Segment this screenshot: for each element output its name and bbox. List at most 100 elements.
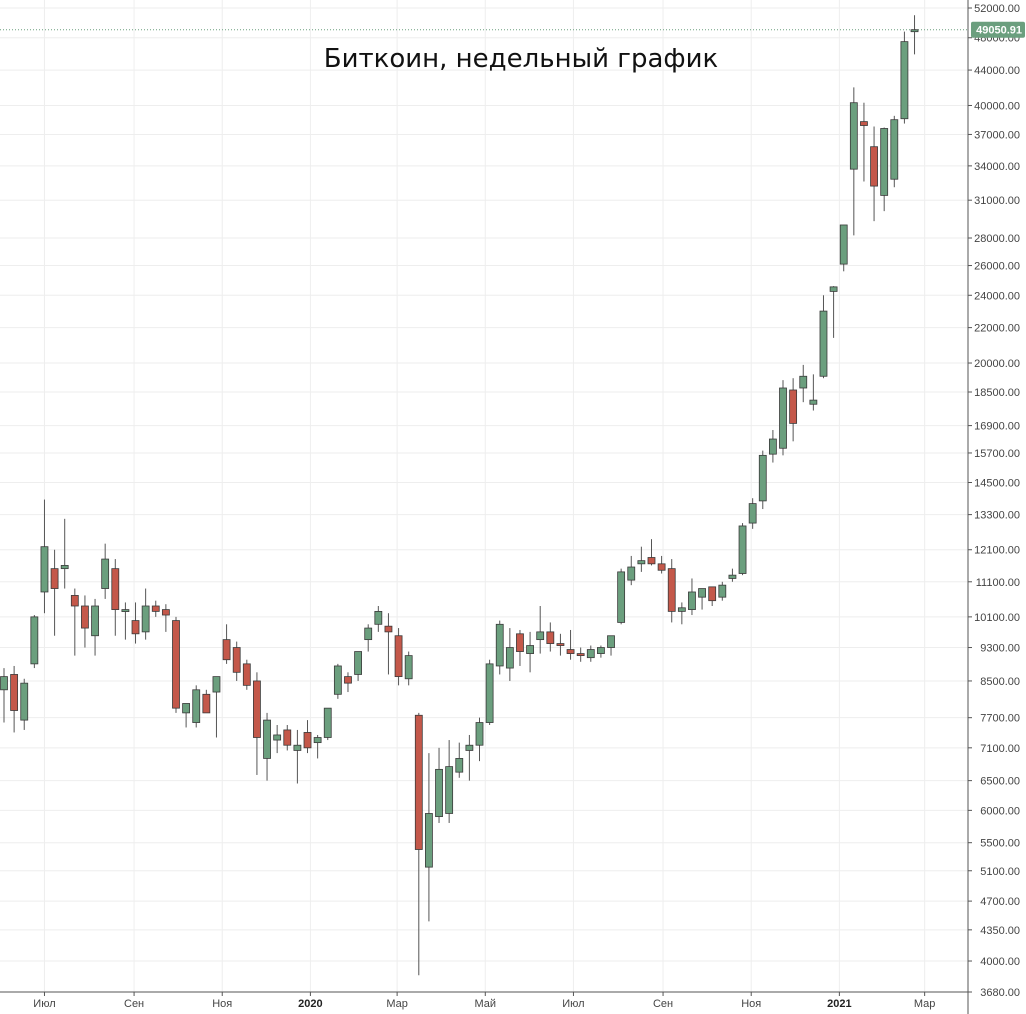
candle-down	[131, 602, 140, 644]
y-tick-label: 3680.00	[980, 987, 1020, 999]
candle-body	[121, 609, 130, 612]
candle-body	[404, 655, 413, 680]
candle-body	[586, 649, 595, 659]
candle-up	[425, 753, 433, 922]
y-tick-label: 4350.00	[980, 925, 1020, 937]
y-tick-label: 26000.00	[974, 261, 1020, 273]
candle-up	[313, 734, 322, 759]
candle-body	[323, 707, 332, 738]
candle-body	[627, 566, 636, 581]
candle-up	[40, 499, 49, 614]
y-tick-label: 20000.00	[974, 358, 1020, 370]
last-price-tag-box	[971, 21, 1025, 38]
candle-body	[0, 676, 8, 691]
candle-body	[60, 565, 69, 570]
y-tick-label: 24000.00	[974, 290, 1020, 302]
candle-up	[485, 659, 494, 725]
candle-up	[688, 578, 696, 616]
candle-body	[647, 557, 656, 565]
y-tick-label: 16900.00	[974, 421, 1020, 433]
y-tick-label: 13300.00	[974, 510, 1020, 522]
candle-up	[799, 364, 808, 403]
candle-up	[30, 615, 39, 669]
y-tick-label: 10100.00	[974, 612, 1020, 624]
candle-body	[273, 734, 282, 741]
candle-body	[526, 645, 534, 654]
candle-up	[627, 555, 636, 586]
y-tick-label: 7700.00	[980, 713, 1020, 725]
candle-body	[718, 584, 727, 598]
candle-up	[698, 588, 706, 610]
price-axis: 52000.0048000.0044000.0040000.0037000.00…	[967, 0, 1020, 1014]
candle-down	[161, 604, 170, 632]
candle-down	[576, 647, 585, 662]
candle-down	[253, 672, 261, 775]
x-tick-label: Мар	[386, 998, 408, 1010]
time-axis: Июл Сен Ноя 2020 Мар Май Июл Сен Ноя 2021 Мар	[0, 991, 968, 1010]
candle-down	[657, 555, 666, 574]
candle-body	[70, 595, 79, 607]
candle-up	[809, 374, 818, 411]
y-tick-label: 8500.00	[980, 676, 1020, 688]
candle-body	[364, 627, 373, 641]
candle-down	[414, 712, 423, 976]
x-tick-label: Ноя	[741, 998, 761, 1010]
candle-body	[425, 813, 433, 868]
candle-body	[263, 719, 271, 759]
candle-body	[657, 563, 666, 571]
candle-body	[738, 525, 747, 574]
candle-body	[182, 703, 191, 714]
candle-up	[192, 685, 201, 728]
candles-layer	[0, 15, 919, 976]
candle-down	[283, 724, 292, 751]
candle-up	[536, 605, 545, 654]
candle-body	[253, 680, 261, 738]
candle-body	[637, 560, 646, 565]
candle-up	[586, 645, 595, 662]
x-tick-label: Сен	[653, 998, 673, 1010]
candle-body	[516, 633, 524, 652]
y-tick-label: 5500.00	[980, 838, 1020, 850]
candle-body	[475, 722, 484, 746]
candle-body	[819, 310, 828, 377]
candle-body	[313, 737, 322, 744]
y-tick-label: 22000.00	[974, 323, 1020, 335]
candle-body	[688, 591, 696, 610]
candle-down	[10, 665, 19, 733]
candle-up	[839, 224, 848, 272]
y-tick-label: 40000.00	[974, 100, 1020, 112]
candle-up	[445, 740, 454, 823]
grid-layer	[0, 0, 968, 993]
y-tick-label: 11100.00	[976, 577, 1020, 589]
candle-body	[485, 663, 494, 723]
candle-body	[10, 674, 19, 711]
chart-title: Биткоин, недельный график	[324, 44, 718, 74]
candle-up	[495, 620, 504, 675]
candle-body	[728, 574, 737, 579]
candle-body	[101, 558, 110, 589]
candle-body	[344, 676, 352, 684]
candle-down	[242, 659, 251, 690]
y-tick-label: 4700.00	[980, 896, 1020, 908]
y-tick-label: 12100.00	[974, 545, 1020, 557]
candle-body	[465, 744, 474, 751]
candle-body	[293, 744, 302, 751]
candle-up	[121, 602, 130, 640]
candle-up	[597, 645, 605, 658]
candle-body	[445, 766, 454, 814]
candle-body	[799, 375, 808, 389]
candle-up	[890, 115, 899, 188]
candle-down	[860, 102, 868, 182]
candle-down	[789, 378, 798, 442]
y-tick-label: 31000.00	[974, 195, 1020, 207]
candle-body	[849, 102, 858, 170]
candle-body	[597, 647, 605, 654]
candle-body	[30, 616, 39, 665]
candle-body	[91, 605, 99, 637]
y-tick-label: 28000.00	[974, 233, 1020, 245]
x-tick-label: 2020	[298, 998, 322, 1010]
candle-up	[900, 31, 909, 124]
candle-down	[111, 559, 120, 636]
candle-up	[212, 676, 221, 738]
candle-body	[414, 714, 423, 850]
